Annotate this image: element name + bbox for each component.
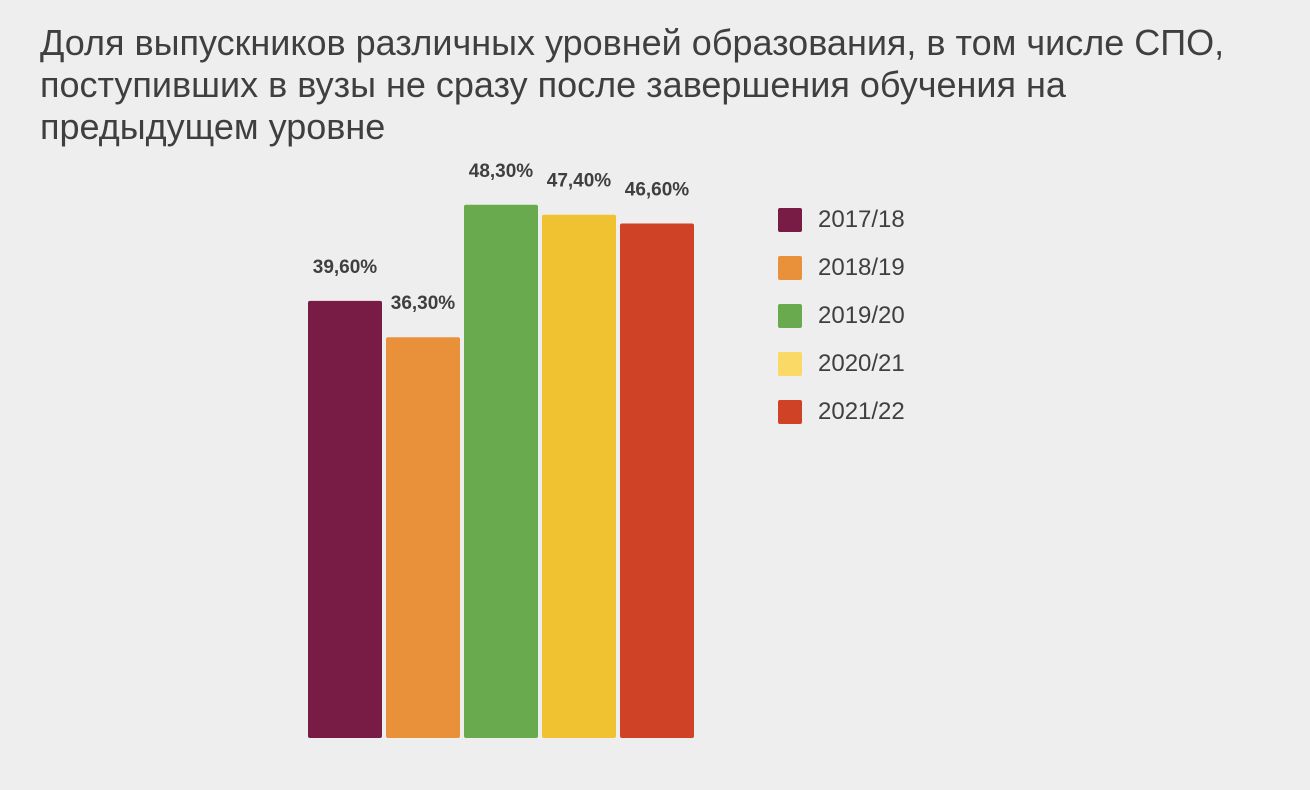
legend-swatch bbox=[778, 304, 802, 328]
bar-2018-19 bbox=[386, 337, 460, 738]
legend-label: 2017/18 bbox=[818, 206, 905, 233]
data-label-2020-21: 47,40% bbox=[547, 171, 612, 192]
bar-2017-18 bbox=[308, 300, 382, 738]
legend-swatch bbox=[778, 208, 802, 232]
legend-label: 2018/19 bbox=[818, 254, 905, 281]
legend-label: 2021/22 bbox=[818, 398, 905, 425]
bar-2019-20 bbox=[464, 204, 538, 738]
legend-label: 2019/20 bbox=[818, 302, 905, 329]
legend: 2017/18 2018/19 2019/20 2020/21 2021/22 bbox=[778, 196, 905, 436]
bar-2021-22 bbox=[620, 223, 694, 738]
data-label-2021-22: 46,60% bbox=[625, 180, 690, 201]
chart-title: Доля выпускников различных уровней образ… bbox=[40, 22, 1225, 147]
legend-item-2019-20: 2019/20 bbox=[778, 292, 905, 340]
data-label-2018-19: 36,30% bbox=[391, 293, 456, 314]
data-label-2019-20: 48,30% bbox=[469, 161, 534, 182]
legend-item-2017-18: 2017/18 bbox=[778, 196, 905, 244]
legend-label: 2020/21 bbox=[818, 350, 905, 377]
legend-item-2018-19: 2018/19 bbox=[778, 244, 905, 292]
bar-2020-21 bbox=[542, 214, 616, 739]
legend-swatch bbox=[778, 400, 802, 424]
legend-swatch bbox=[778, 256, 802, 280]
data-label-2017-18: 39,60% bbox=[313, 257, 378, 278]
legend-item-2020-21: 2020/21 bbox=[778, 340, 905, 388]
legend-swatch bbox=[778, 352, 802, 376]
legend-item-2021-22: 2021/22 bbox=[778, 388, 905, 436]
